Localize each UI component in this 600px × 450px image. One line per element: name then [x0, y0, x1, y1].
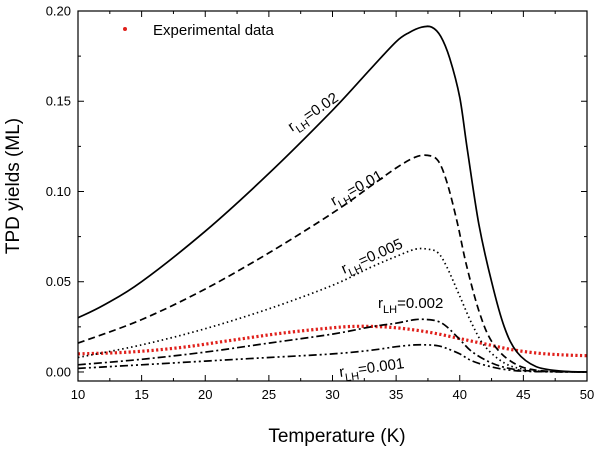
- annotation-r: r: [378, 295, 383, 312]
- series-line-r-lh-0-01: [77, 154, 588, 373]
- y-tick-label: 0.20: [46, 4, 71, 19]
- annotation-value: =0.02: [301, 89, 342, 124]
- x-axis-title: Temperature (K): [268, 426, 405, 447]
- x-tick-label: 30: [325, 387, 339, 402]
- annotation-value: =0.002: [397, 295, 443, 312]
- x-axis-ticks: [77, 11, 588, 381]
- x-tick-label: 15: [134, 387, 148, 402]
- annotation-rlh-0-002: rLH=0.002: [378, 295, 443, 316]
- x-tick-label: 25: [262, 387, 276, 402]
- legend-marker-experimental-data: [123, 27, 127, 31]
- series-line-r-lh-0-02: [77, 25, 588, 373]
- annotation-value: =0.01: [344, 167, 385, 200]
- x-tick-label: 20: [198, 387, 212, 402]
- y-axis-tick-labels: 0.00 0.05 0.10 0.15 0.20: [46, 4, 71, 380]
- plot-series-group: [77, 25, 588, 373]
- series-line-r-lh-0-005: [77, 247, 588, 373]
- annotation-rlh-0-001: rLH=0.001: [338, 355, 406, 385]
- x-tick-label: 10: [71, 387, 85, 402]
- y-axis-title: TPD yields (ML): [3, 118, 24, 254]
- y-tick-label: 0.05: [46, 274, 71, 289]
- y-tick-label: 0.00: [46, 364, 71, 379]
- legend: Experimental data: [123, 22, 275, 39]
- x-tick-label: 35: [389, 387, 403, 402]
- x-tick-label: 50: [580, 387, 594, 402]
- annotation-r: r: [338, 363, 345, 381]
- series-line-r-lh-0-001: [77, 343, 588, 373]
- annotation-subscript: LH: [344, 370, 360, 384]
- annotation-rlh-0-02: rLH=0.02: [285, 89, 344, 138]
- annotation-subscript: LH: [347, 263, 365, 280]
- y-tick-label: 0.10: [46, 184, 71, 199]
- annotation-subscript: LH: [336, 193, 354, 210]
- legend-label-experimental-data: Experimental data: [153, 22, 275, 39]
- annotation-value: =0.005: [356, 236, 405, 270]
- annotation-rlh-0-005: rLH=0.005: [339, 236, 407, 282]
- x-tick-label: 45: [516, 387, 530, 402]
- annotation-subscript: LH: [383, 304, 397, 316]
- x-axis-tick-labels: 10 15 20 25 30 35 40 45 50: [71, 387, 594, 402]
- y-tick-label: 0.15: [46, 94, 71, 109]
- annotation-value: =0.001: [357, 355, 405, 378]
- y-axis-ticks: [78, 10, 587, 373]
- annotation-rlh-0-01: rLH=0.01: [328, 167, 388, 213]
- series-line-r-lh-0-002: [77, 318, 588, 373]
- x-tick-label: 40: [453, 387, 467, 402]
- annotation-r: r: [339, 260, 350, 278]
